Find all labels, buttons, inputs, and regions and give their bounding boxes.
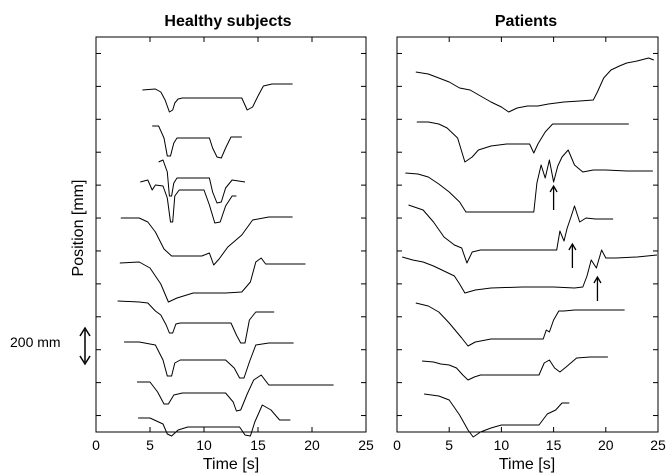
trace-line	[402, 249, 658, 294]
y-axis-label: Position [mm]	[70, 180, 87, 277]
x-axis-label: Time [s]	[499, 456, 555, 473]
trace-line	[124, 341, 294, 379]
trace-line	[120, 216, 293, 266]
traces	[402, 57, 658, 438]
plot-frame	[396, 36, 659, 433]
trace-line	[137, 374, 334, 412]
patients-panel: Patients 0 5 10 15 20 25 Time [s]	[393, 13, 666, 473]
healthy-subjects-panel: Healthy subjects 0 5 10 15 20 25 Time [s]	[92, 13, 374, 473]
arrow-down-icon	[79, 355, 91, 366]
trace-line	[152, 125, 242, 159]
x-tick-label: 20	[304, 437, 320, 453]
x-ticks: 0 5 10 15 20 25	[393, 37, 666, 453]
x-ticks: 0 5 10 15 20 25	[92, 37, 374, 453]
x-tick-label: 15	[250, 437, 266, 453]
trace-line	[424, 393, 570, 438]
traces	[117, 83, 334, 437]
trace-line	[416, 121, 629, 163]
x-tick-label: 25	[358, 437, 374, 453]
x-tick-label: 5	[445, 437, 453, 453]
scale-bar: 200 mm	[10, 326, 91, 366]
trace-line	[415, 302, 625, 347]
trace-line	[138, 404, 291, 437]
arrow-head-icon	[568, 242, 577, 251]
trace-line	[422, 356, 608, 381]
trace-line	[142, 83, 293, 113]
arrow-up-icon	[79, 326, 91, 337]
arrow-head-icon	[593, 275, 602, 284]
arrow-head-icon	[549, 184, 558, 193]
trace-line	[405, 149, 653, 213]
x-tick-label: 0	[92, 437, 100, 453]
panel-title: Patients	[495, 13, 557, 30]
x-tick-label: 5	[146, 437, 154, 453]
trace-line	[117, 300, 275, 344]
trace-line	[408, 204, 614, 264]
trace-line	[158, 159, 246, 204]
x-tick-label: 20	[598, 437, 614, 453]
panel-title: Healthy subjects	[164, 13, 291, 30]
trace-line	[415, 57, 654, 113]
annotation-arrows	[549, 184, 602, 301]
y-ticks	[96, 52, 366, 417]
x-tick-label: 0	[393, 437, 401, 453]
x-tick-label: 10	[196, 437, 212, 453]
y-ticks	[397, 52, 658, 417]
trace-line	[140, 179, 237, 224]
x-tick-label: 10	[494, 437, 510, 453]
trace-line	[119, 257, 306, 303]
x-tick-label: 25	[650, 437, 666, 453]
scale-bar-label: 200 mm	[10, 334, 61, 350]
x-tick-label: 15	[546, 437, 562, 453]
x-axis-label: Time [s]	[203, 456, 259, 473]
plot-frame	[95, 36, 367, 433]
